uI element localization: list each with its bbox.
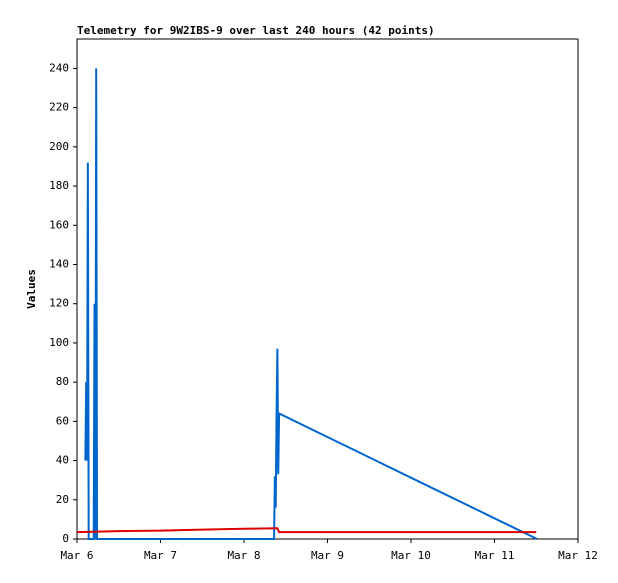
- series-line: [84, 68, 538, 540]
- y-tick-label: 140: [49, 257, 69, 270]
- x-tick-label: Mar 6: [60, 549, 93, 562]
- x-tick-label: Mar 10: [391, 549, 431, 562]
- y-tick-label: 220: [49, 101, 69, 114]
- x-tick-label: Mar 12: [558, 549, 598, 562]
- y-tick-label: 80: [56, 375, 69, 388]
- y-tick-label: 180: [49, 179, 69, 192]
- y-axis-label: Values: [25, 269, 38, 309]
- y-tick-label: 100: [49, 336, 69, 349]
- chart-title: Telemetry for 9W2IBS-9 over last 240 hou…: [77, 24, 435, 37]
- y-tick-label: 60: [56, 414, 69, 427]
- y-tick-label: 160: [49, 218, 69, 231]
- x-tick-label: Mar 11: [475, 549, 515, 562]
- y-tick-label: 20: [56, 493, 69, 506]
- x-tick-label: Mar 7: [144, 549, 177, 562]
- x-tick-label: Mar 9: [311, 549, 344, 562]
- y-tick-label: 240: [49, 61, 69, 74]
- y-tick-label: 40: [56, 454, 69, 467]
- y-tick-label: 0: [62, 532, 69, 545]
- y-tick-label: 120: [49, 297, 69, 310]
- x-tick-label: Mar 8: [227, 549, 260, 562]
- y-tick-label: 200: [49, 140, 69, 153]
- series-line: [76, 527, 537, 534]
